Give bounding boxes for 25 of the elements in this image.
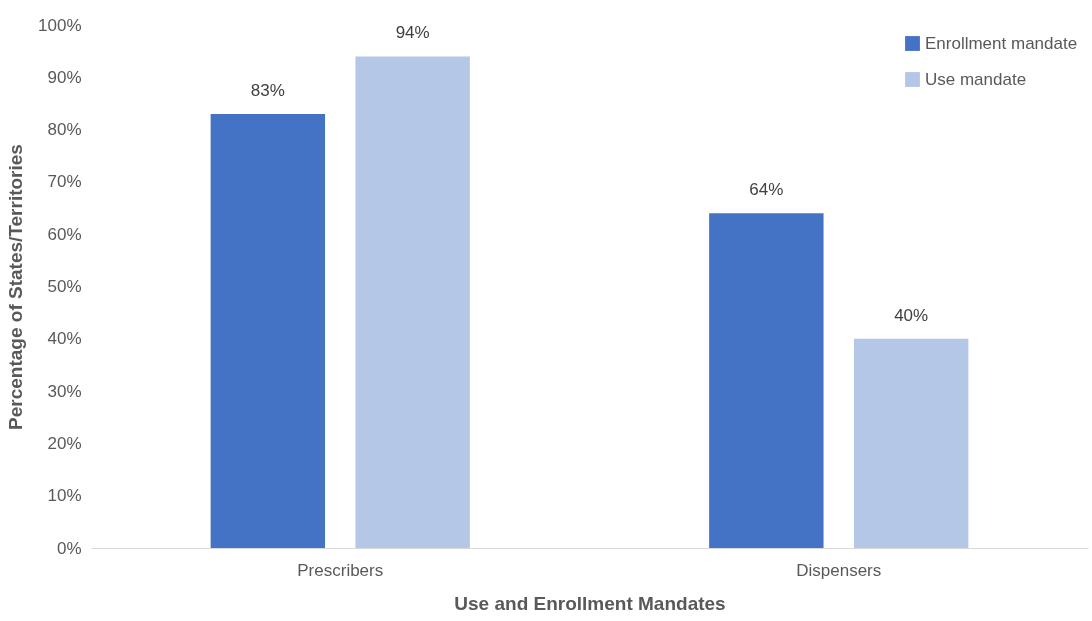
- data-label: 64%: [749, 180, 784, 200]
- x-axis-title: Use and Enrollment Mandates: [454, 592, 726, 614]
- data-label: 40%: [894, 305, 929, 325]
- y-tick-label: 30%: [47, 381, 82, 401]
- y-tick-label: 10%: [47, 486, 82, 506]
- y-tick-label: 90%: [47, 67, 82, 87]
- y-tick-label: 20%: [47, 433, 82, 453]
- y-tick-label: 80%: [47, 120, 82, 140]
- legend-label: Enrollment mandate: [925, 33, 1078, 53]
- bar: [355, 56, 470, 548]
- legend-label: Use mandate: [925, 69, 1027, 89]
- y-axis-title: Percentage of States/Territories: [5, 144, 27, 430]
- y-tick-label: 100%: [38, 15, 82, 35]
- bar: [210, 113, 326, 548]
- y-tick-label: 0%: [56, 538, 82, 558]
- data-label: 83%: [250, 80, 285, 100]
- data-label: 94%: [395, 23, 430, 43]
- y-tick-label: 60%: [47, 224, 82, 244]
- bar: [853, 338, 969, 548]
- y-tick-label: 50%: [47, 277, 82, 296]
- y-tick-label: 70%: [47, 172, 82, 192]
- bar: [709, 213, 824, 548]
- x-tick-label: Prescribers: [297, 560, 384, 580]
- x-tick-label: Dispensers: [796, 560, 882, 580]
- y-tick-label: 40%: [47, 329, 82, 349]
